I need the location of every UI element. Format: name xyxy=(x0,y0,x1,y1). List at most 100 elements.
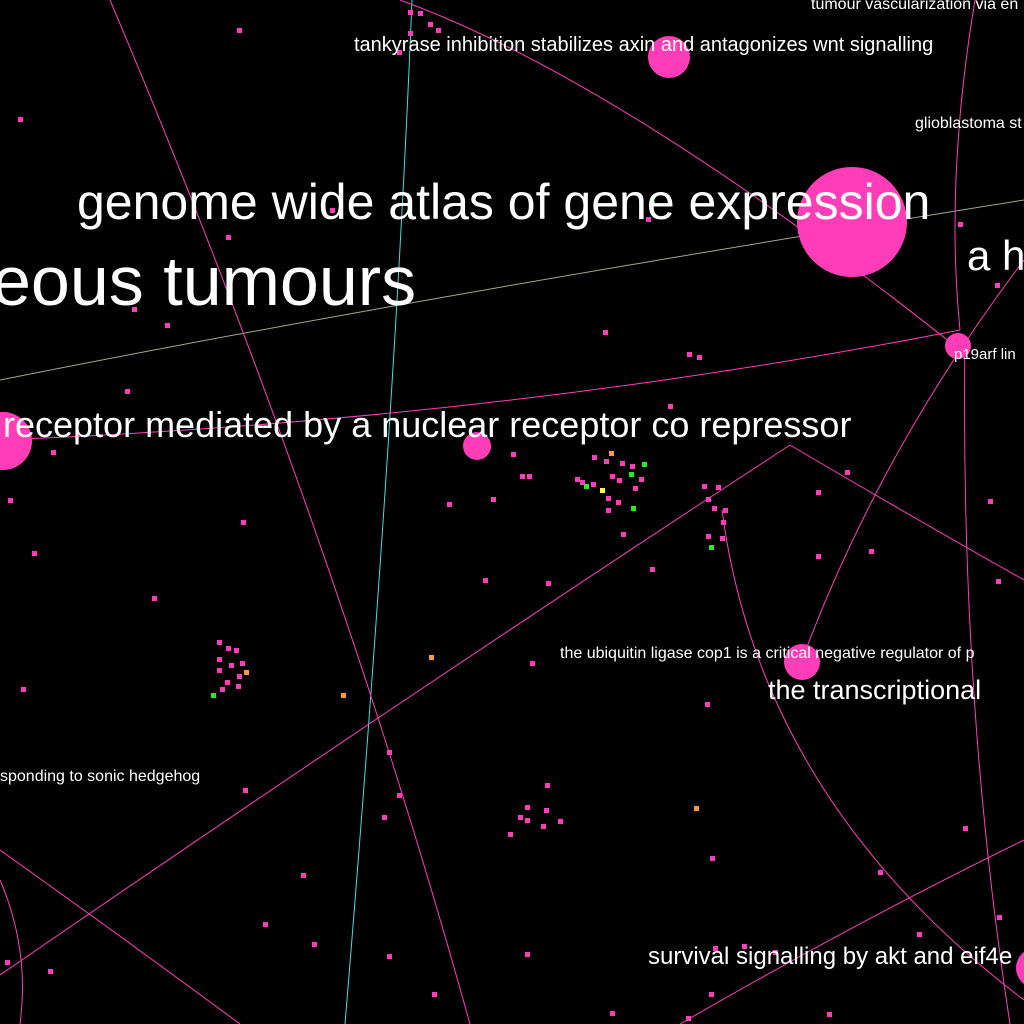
node-small[interactable] xyxy=(621,532,626,537)
node-small[interactable] xyxy=(241,520,246,525)
node-small[interactable] xyxy=(530,661,535,666)
node-small[interactable] xyxy=(723,508,728,513)
node-small[interactable] xyxy=(721,520,726,525)
node-small[interactable] xyxy=(21,687,26,692)
node-small[interactable] xyxy=(917,932,922,937)
node-small-green[interactable] xyxy=(584,484,589,489)
node-small[interactable] xyxy=(18,117,23,122)
node-medium[interactable] xyxy=(463,432,491,460)
node-small-green[interactable] xyxy=(650,201,655,206)
node-small[interactable] xyxy=(603,330,608,335)
node-medium[interactable] xyxy=(0,412,32,470)
node-small[interactable] xyxy=(387,954,392,959)
node-small[interactable] xyxy=(816,490,821,495)
node-small[interactable] xyxy=(633,486,638,491)
node-small[interactable] xyxy=(51,450,56,455)
node-small[interactable] xyxy=(226,235,231,240)
node-large[interactable] xyxy=(797,167,907,277)
node-small[interactable] xyxy=(525,818,530,823)
node-medium[interactable] xyxy=(784,644,820,680)
node-small-orange[interactable] xyxy=(429,655,434,660)
label-p19arf[interactable]: p19arf lin xyxy=(954,346,1016,363)
label-eous-tumours[interactable]: eous tumours xyxy=(0,242,416,320)
label-tankyrase[interactable]: tankyrase inhibition stabilizes axin and… xyxy=(354,34,933,56)
node-small[interactable] xyxy=(447,502,452,507)
node-small[interactable] xyxy=(710,856,715,861)
node-small[interactable] xyxy=(606,496,611,501)
label-nuclear-receptor[interactable]: receptor mediated by a nuclear receptor … xyxy=(3,404,851,445)
node-small[interactable] xyxy=(706,497,711,502)
node-small[interactable] xyxy=(483,578,488,583)
node-small[interactable] xyxy=(958,222,963,227)
node-small[interactable] xyxy=(697,355,702,360)
node-small[interactable] xyxy=(125,389,130,394)
node-small[interactable] xyxy=(592,455,597,460)
node-small[interactable] xyxy=(878,870,883,875)
node-small[interactable] xyxy=(432,992,437,997)
node-small-green[interactable] xyxy=(631,506,636,511)
node-small[interactable] xyxy=(773,950,778,955)
node-small[interactable] xyxy=(397,50,402,55)
node-small[interactable] xyxy=(616,500,621,505)
node-small[interactable] xyxy=(32,551,37,556)
node-small[interactable] xyxy=(217,640,222,645)
node-small[interactable] xyxy=(541,824,546,829)
node-small[interactable] xyxy=(8,498,13,503)
node-small[interactable] xyxy=(382,815,387,820)
node-small-orange[interactable] xyxy=(341,693,346,698)
label-genome-atlas[interactable]: genome wide atlas of gene expression xyxy=(77,174,930,230)
node-small[interactable] xyxy=(591,482,596,487)
node-small[interactable] xyxy=(518,815,523,820)
node-small[interactable] xyxy=(226,646,231,651)
node-small[interactable] xyxy=(546,581,551,586)
node-small[interactable] xyxy=(869,549,874,554)
label-a-h[interactable]: a h xyxy=(967,232,1024,279)
node-small-green[interactable] xyxy=(629,472,634,477)
node-small[interactable] xyxy=(712,506,717,511)
node-small[interactable] xyxy=(995,283,1000,288)
node-medium[interactable] xyxy=(945,333,971,359)
node-small[interactable] xyxy=(436,28,441,33)
node-small[interactable] xyxy=(742,944,747,949)
node-small[interactable] xyxy=(646,217,651,222)
node-small[interactable] xyxy=(702,484,707,489)
node-small[interactable] xyxy=(236,684,241,689)
node-small[interactable] xyxy=(237,28,242,33)
label-akt-eif4[interactable]: survival signalling by akt and eif4e xyxy=(648,943,1012,970)
node-small-orange[interactable] xyxy=(694,806,699,811)
node-small[interactable] xyxy=(997,915,1002,920)
node-small[interactable] xyxy=(620,461,625,466)
node-small[interactable] xyxy=(606,508,611,513)
node-small[interactable] xyxy=(610,1011,615,1016)
node-small[interactable] xyxy=(525,952,530,957)
node-small[interactable] xyxy=(132,307,137,312)
node-small[interactable] xyxy=(544,808,549,813)
node-small[interactable] xyxy=(397,793,402,798)
node-small[interactable] xyxy=(418,11,423,16)
label-sonic-hedgehog[interactable]: sponding to sonic hedgehog xyxy=(0,768,200,785)
node-small[interactable] xyxy=(508,832,513,837)
node-small[interactable] xyxy=(687,352,692,357)
node-small[interactable] xyxy=(713,946,718,951)
node-small[interactable] xyxy=(706,534,711,539)
node-small[interactable] xyxy=(545,783,550,788)
node-medium[interactable] xyxy=(648,36,690,78)
node-small[interactable] xyxy=(220,687,225,692)
node-small[interactable] xyxy=(558,819,563,824)
node-small[interactable] xyxy=(217,668,222,673)
label-glioblastoma[interactable]: glioblastoma st xyxy=(915,115,1022,132)
node-small[interactable] xyxy=(686,1016,691,1021)
node-small-yellow[interactable] xyxy=(600,488,605,493)
node-small[interactable] xyxy=(988,499,993,504)
node-medium[interactable] xyxy=(1016,948,1024,988)
node-small[interactable] xyxy=(525,805,530,810)
node-small[interactable] xyxy=(816,554,821,559)
label-tumour-vascularization[interactable]: tumour vascularization via en xyxy=(811,0,1018,13)
node-small[interactable] xyxy=(720,536,725,541)
node-small[interactable] xyxy=(520,474,525,479)
node-small[interactable] xyxy=(165,323,170,328)
node-small[interactable] xyxy=(996,579,1001,584)
node-small[interactable] xyxy=(229,663,234,668)
node-small[interactable] xyxy=(630,464,635,469)
node-small[interactable] xyxy=(963,826,968,831)
